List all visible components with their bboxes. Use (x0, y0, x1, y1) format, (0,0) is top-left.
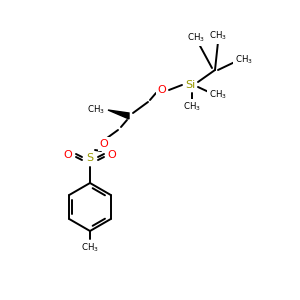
Text: S: S (86, 153, 94, 163)
Text: O: O (64, 150, 72, 160)
Text: Si: Si (185, 80, 195, 90)
Text: CH$_3$: CH$_3$ (81, 242, 99, 254)
Text: O: O (158, 85, 166, 95)
Text: CH$_3$: CH$_3$ (183, 101, 201, 113)
Text: CH$_3$: CH$_3$ (187, 32, 205, 44)
Text: CH$_3$: CH$_3$ (209, 30, 227, 42)
Text: CH$_3$: CH$_3$ (87, 104, 105, 116)
Text: O: O (100, 139, 108, 149)
Text: O: O (108, 150, 116, 160)
Text: CH$_3$: CH$_3$ (235, 54, 253, 66)
Polygon shape (108, 110, 129, 119)
Text: CH$_3$: CH$_3$ (209, 89, 227, 101)
